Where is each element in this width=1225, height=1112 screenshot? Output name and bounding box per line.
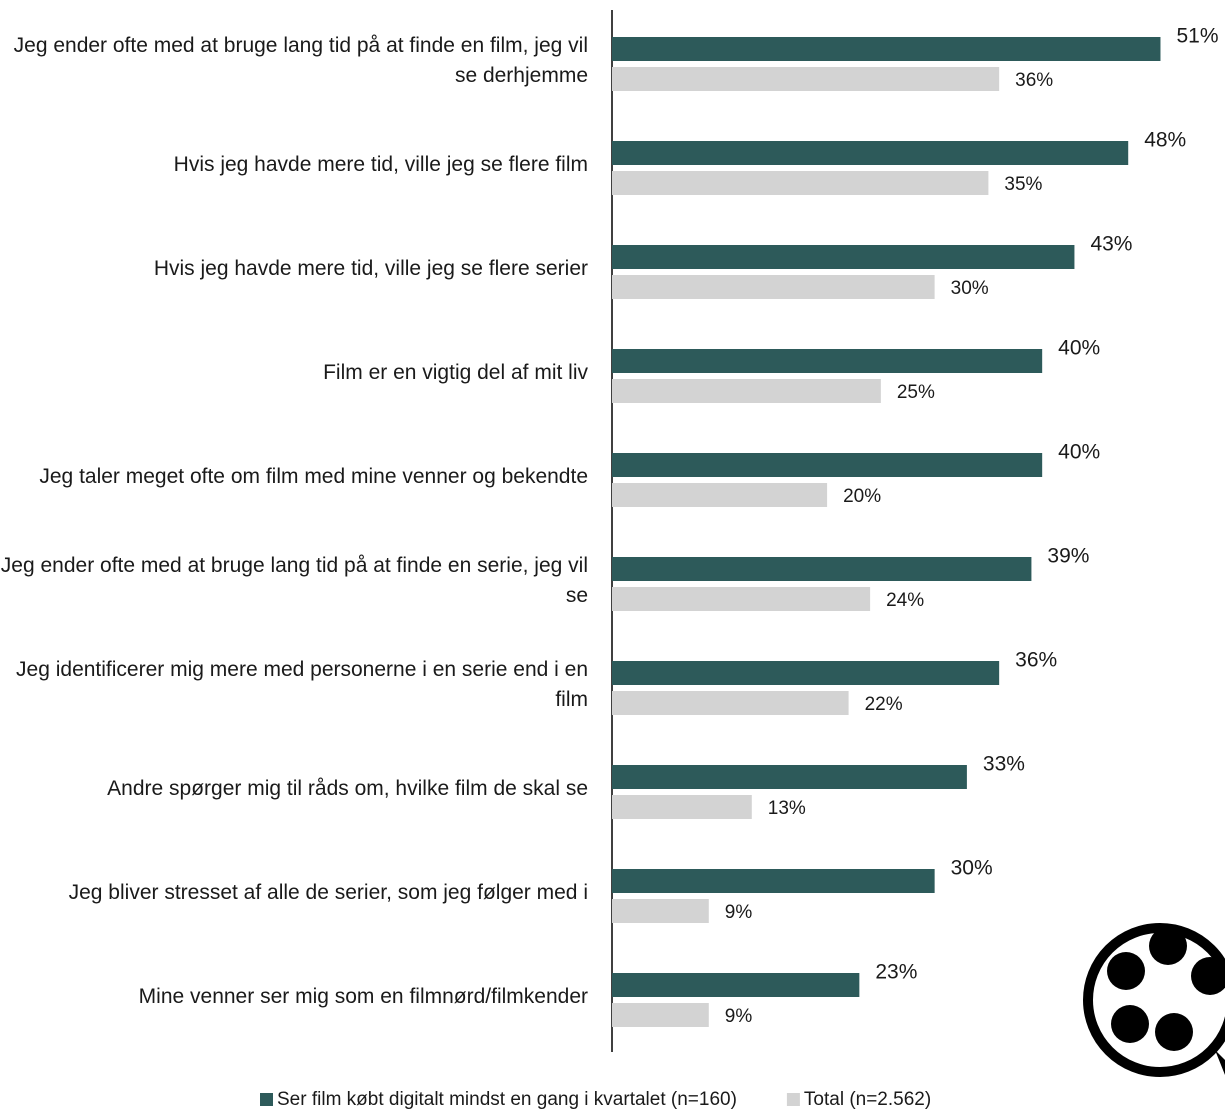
bar <box>612 661 1000 685</box>
value-label: 35% <box>1004 174 1042 195</box>
value-label: 9% <box>725 902 753 923</box>
category-label: Jeg ender ofte med at bruge lang tid på … <box>0 554 588 607</box>
legend-label: Total (n=2.562) <box>804 1089 931 1110</box>
bar <box>612 275 935 299</box>
bar <box>612 453 1043 477</box>
legend-label: Ser film købt digitalt mindst en gang i … <box>277 1089 737 1110</box>
bar <box>612 245 1075 269</box>
value-label: 51% <box>1176 25 1218 48</box>
legend-swatch <box>260 1093 273 1106</box>
bar <box>612 67 1000 91</box>
value-label: 40% <box>1058 337 1100 360</box>
value-label: 39% <box>1047 545 1089 568</box>
category-label: Jeg bliver stresset af alle de serier, s… <box>68 881 588 904</box>
category-label: Mine venner ser mig som en filmnørd/film… <box>138 985 588 1008</box>
value-label: 20% <box>843 486 881 507</box>
category-label: Jeg identificerer mig mere med personern… <box>16 658 588 711</box>
value-label: 43% <box>1090 233 1132 256</box>
film-reel-icon <box>1083 923 1225 1077</box>
bar <box>612 691 849 715</box>
bar <box>612 141 1129 165</box>
bar <box>612 973 860 997</box>
bar <box>612 379 881 403</box>
category-label: Film er en vigtig del af mit liv <box>323 361 588 384</box>
value-label: 30% <box>951 278 989 299</box>
value-label: 48% <box>1144 129 1186 152</box>
bar <box>612 1003 709 1027</box>
category-label: Hvis jeg havde mere tid, ville jeg se fl… <box>153 257 588 280</box>
value-label: 36% <box>1015 70 1053 91</box>
value-label: 40% <box>1058 441 1100 464</box>
bar <box>612 171 989 195</box>
value-label: 30% <box>951 857 993 880</box>
bar <box>612 869 935 893</box>
legend-swatch <box>786 1093 800 1106</box>
value-label: 33% <box>983 753 1025 776</box>
bar <box>612 587 871 611</box>
category-label: Andre spørger mig til råds om, hvilke fi… <box>107 777 588 800</box>
value-label: 36% <box>1015 649 1057 672</box>
value-label: 22% <box>865 694 903 715</box>
bar <box>612 795 752 819</box>
bar <box>612 483 828 507</box>
value-label: 9% <box>725 1006 753 1027</box>
value-label: 23% <box>875 961 917 984</box>
category-label: Jeg taler meget ofte om film med mine ve… <box>39 465 588 488</box>
bar <box>612 349 1043 373</box>
bar <box>612 899 709 923</box>
bar <box>612 765 967 789</box>
bar <box>612 557 1032 581</box>
value-label: 24% <box>886 590 924 611</box>
category-label: Jeg ender ofte med at bruge lang tid på … <box>13 34 588 87</box>
value-label: 25% <box>897 382 935 403</box>
category-label: Hvis jeg havde mere tid, ville jeg se fl… <box>173 153 588 176</box>
value-label: 13% <box>768 798 806 819</box>
bar <box>612 37 1161 61</box>
